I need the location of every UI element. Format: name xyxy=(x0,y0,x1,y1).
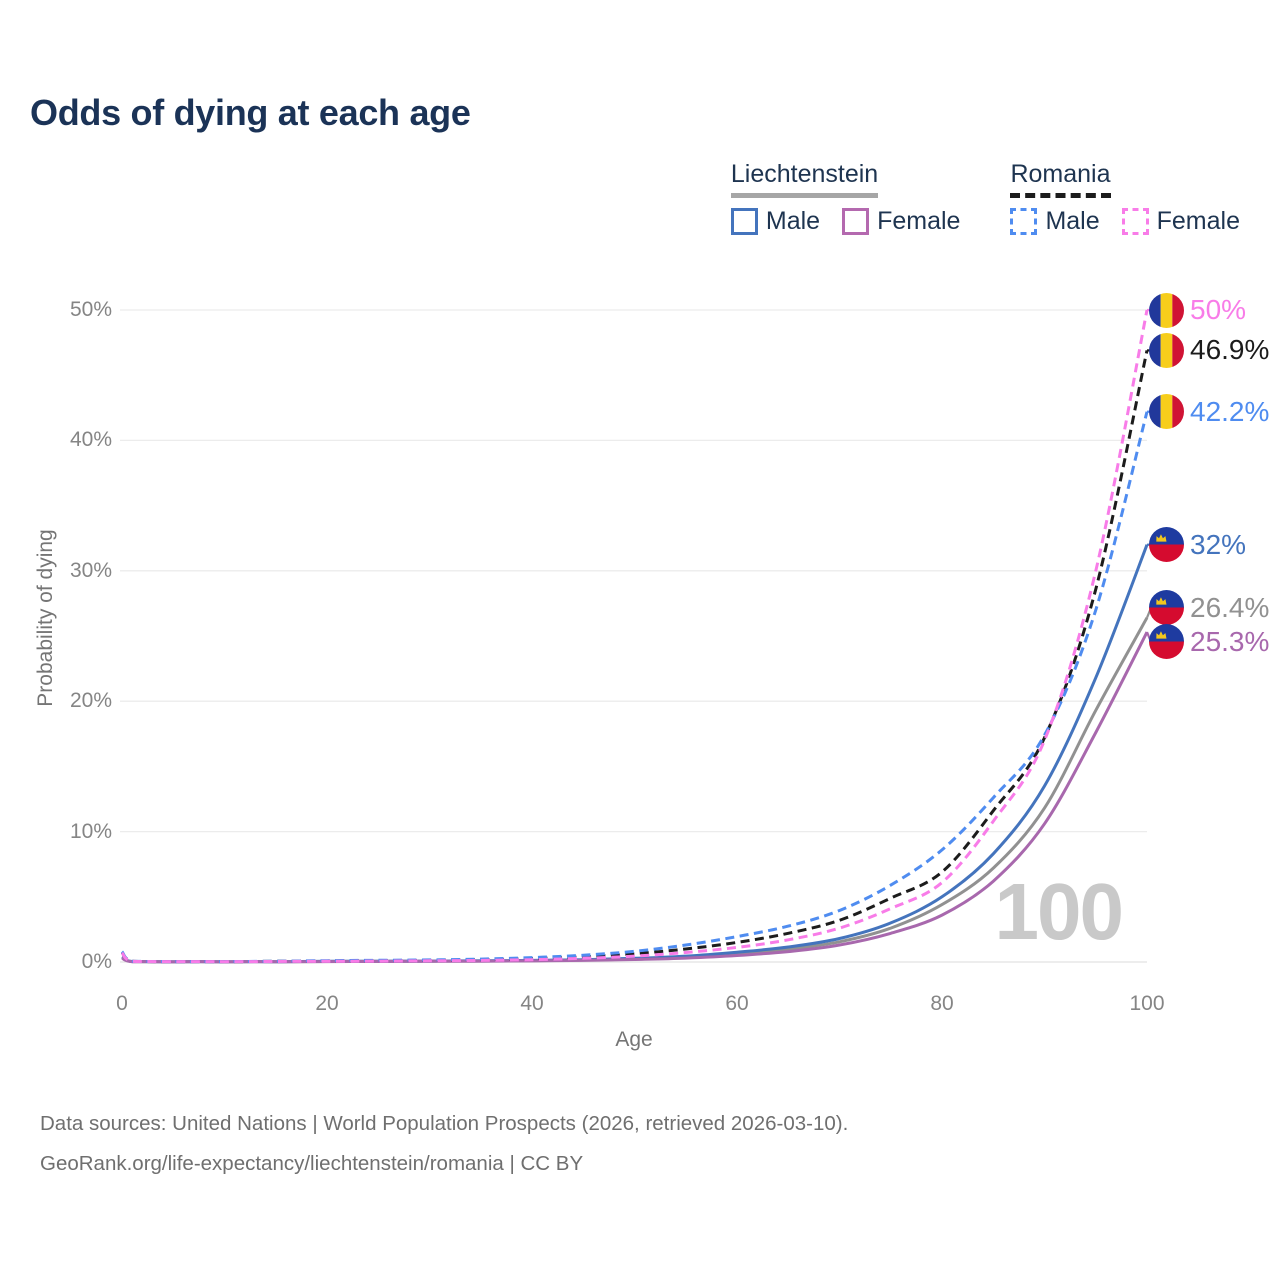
y-tick-label: 40% xyxy=(69,428,112,452)
y-tick-label: 50% xyxy=(69,298,112,321)
romania-flag-icon xyxy=(1149,332,1184,368)
age-watermark: 100 xyxy=(994,867,1124,956)
legend-item-liechtenstein-male[interactable]: Male xyxy=(730,206,821,236)
legend-item-label: Male xyxy=(765,206,821,235)
y-tick-label: 0% xyxy=(81,950,112,973)
solid-line-swatch-icon xyxy=(730,207,758,235)
x-tick-label: 40 xyxy=(520,992,544,1015)
y-tick-label: 20% xyxy=(69,689,112,713)
legend-items-liechtenstein: Male Female xyxy=(730,206,960,236)
legend-item-romania-male[interactable]: Male xyxy=(1010,206,1100,236)
legend: Liechtenstein Male Female Romania Male xyxy=(730,160,1240,236)
line-romania-male[interactable] xyxy=(120,411,1149,964)
line-liechtenstein-both[interactable] xyxy=(121,616,1149,964)
attribution-text: GeoRank.org/life-expectancy/liechtenstei… xyxy=(40,1152,584,1175)
end-value-label-romania-male: 42.2% xyxy=(1190,395,1270,427)
romania-flag-icon xyxy=(1149,394,1184,430)
legend-item-label: Female xyxy=(1156,206,1240,235)
end-value-label-liechtenstein-female: 25.3% xyxy=(1190,625,1270,657)
liechtenstein-flag-icon xyxy=(1149,527,1184,563)
x-axis-title: Age xyxy=(615,1028,653,1051)
legend-items-romania: Male Female xyxy=(1010,207,1240,236)
line-romania-female[interactable] xyxy=(120,309,1149,964)
end-value-label-liechtenstein-male: 32% xyxy=(1190,528,1247,560)
end-value-label-romania-female: 50% xyxy=(1190,294,1247,325)
legend-country-romania[interactable]: Romania xyxy=(1010,160,1111,198)
legend-item-label: Female xyxy=(877,206,961,235)
legend-item-label: Male xyxy=(1045,206,1100,235)
romania-flag-icon xyxy=(1149,292,1184,328)
end-value-label-romania-both: 46.9% xyxy=(1190,334,1270,366)
x-tick-label: 80 xyxy=(930,992,954,1015)
page-title: Odds of dying at each age xyxy=(30,92,471,133)
y-tick-label: 10% xyxy=(69,819,112,843)
x-tick-label: 100 xyxy=(1129,992,1165,1015)
liechtenstein-flag-icon xyxy=(1149,624,1184,660)
end-value-label-liechtenstein-both: 26.4% xyxy=(1190,591,1270,623)
y-tick-label: 30% xyxy=(69,558,112,582)
data-sources-text: Data sources: United Nations | World Pop… xyxy=(40,1112,849,1135)
liechtenstein-flag-icon xyxy=(1149,590,1184,626)
legend-group-romania: Romania Male Female xyxy=(1010,160,1240,236)
legend-item-liechtenstein-female[interactable]: Female xyxy=(842,207,960,236)
x-tick-label: 0 xyxy=(116,992,128,1015)
footer: Data sources: United Nations | World Pop… xyxy=(40,1104,848,1184)
legend-country-liechtenstein[interactable]: Liechtenstein xyxy=(730,160,879,198)
line-liechtenstein-male[interactable] xyxy=(121,544,1149,964)
dashed-line-swatch-icon xyxy=(1121,207,1149,235)
x-tick-label: 60 xyxy=(725,992,749,1015)
dashed-line-swatch-icon xyxy=(1010,207,1038,235)
x-tick-label: 20 xyxy=(315,992,339,1015)
solid-line-swatch-icon xyxy=(842,207,870,235)
legend-item-romania-female[interactable]: Female xyxy=(1121,206,1240,236)
legend-group-liechtenstein: Liechtenstein Male Female xyxy=(730,160,960,236)
